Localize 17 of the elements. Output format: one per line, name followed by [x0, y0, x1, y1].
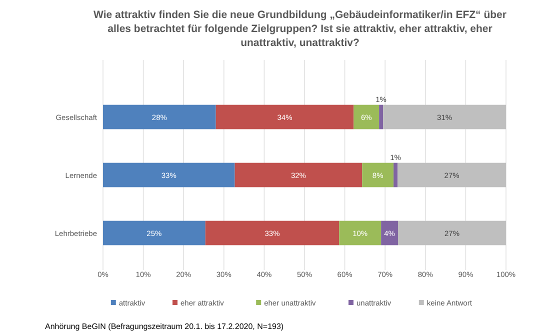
bar: [362, 162, 394, 188]
chart-title: Wie attraktiv finden Sie die neue Grundbildung „Gebäudeinformatiker/in EFZ“ über alles betrachtet für folgende Zielgruppen? Ist sie attraktiv, eher attraktiv, eher unattraktiv, unattraktiv?: [94, 9, 506, 49]
bar: [398, 220, 506, 246]
bar: [379, 104, 384, 130]
text: Anhörung BeGIN (Befragungszeitraum 20.1. bis 17.2.2020, N=193): [45, 322, 284, 331]
bar: [234, 162, 362, 188]
bar: [394, 162, 398, 188]
bar: [103, 162, 235, 188]
bar: [205, 220, 340, 246]
bar: [103, 220, 206, 246]
bar: [383, 104, 506, 130]
bar: [354, 104, 380, 130]
bar: [339, 220, 382, 246]
bar: [216, 104, 354, 130]
bar: [103, 104, 216, 130]
bar: [381, 220, 398, 246]
bar: [398, 162, 506, 188]
